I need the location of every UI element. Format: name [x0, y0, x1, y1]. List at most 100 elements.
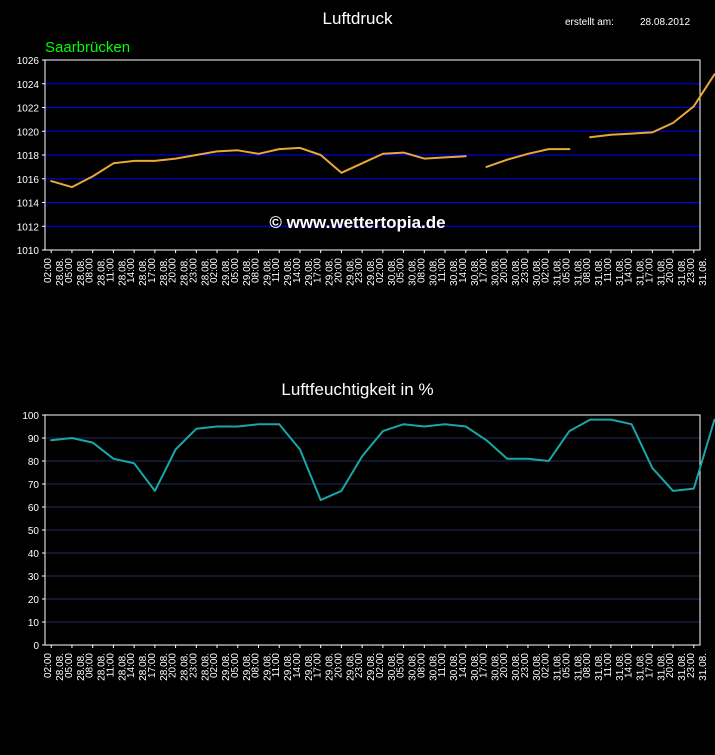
- x-tick-label: 02:0030.08.: [375, 653, 398, 681]
- x-tick-label: 08:0029.08.: [250, 258, 273, 286]
- x-tick-label: 02:0031.08.: [541, 653, 564, 681]
- svg-text:20:00: 20:00: [665, 258, 676, 283]
- svg-text:17:00: 17:00: [479, 653, 490, 678]
- x-tick-label: 23:0030.08.: [520, 653, 543, 681]
- svg-text:23:00: 23:00: [354, 653, 365, 678]
- x-tick-label: 23:0028.08.: [188, 258, 211, 286]
- svg-text:08:00: 08:00: [582, 653, 593, 678]
- svg-text:20:00: 20:00: [333, 258, 344, 283]
- svg-text:20:00: 20:00: [333, 653, 344, 678]
- x-tick-label: 20:0030.08.: [499, 653, 522, 681]
- y-tick-label: 1014: [17, 199, 40, 210]
- x-tick-label: 14:0029.08.: [292, 258, 315, 286]
- svg-text:02:00: 02:00: [541, 653, 552, 678]
- x-tick-label: 11:0028.08.: [105, 653, 128, 681]
- x-tick-label: 05:0028.08.: [64, 653, 87, 681]
- x-tick-label: 20:0031.08.: [665, 258, 688, 286]
- svg-text:02:00: 02:00: [541, 258, 552, 283]
- x-tick-label: 20:0030.08.: [499, 258, 522, 286]
- svg-text:14:00: 14:00: [292, 258, 303, 283]
- svg-text:23:00: 23:00: [686, 653, 697, 678]
- y-tick-label: 1018: [17, 151, 40, 162]
- svg-text:20:00: 20:00: [168, 653, 179, 678]
- svg-text:20:00: 20:00: [665, 653, 676, 678]
- svg-text:02:00: 02:00: [209, 653, 220, 678]
- x-tick-label: 11:0030.08.: [437, 258, 460, 286]
- x-tick-label: 05:0030.08.: [396, 258, 419, 286]
- x-tick-label: 23:0029.08.: [354, 653, 377, 681]
- svg-text:17:00: 17:00: [479, 258, 490, 283]
- y-tick-label: 1010: [17, 246, 40, 257]
- y-tick-label: 40: [28, 549, 40, 560]
- svg-text:05:00: 05:00: [396, 258, 407, 283]
- svg-text:11:00: 11:00: [437, 258, 448, 283]
- y-tick-label: 70: [28, 480, 40, 491]
- x-tick-label: 11:0029.08.: [271, 258, 294, 286]
- x-tick-label: 20:0029.08.: [333, 258, 356, 286]
- svg-text:23:00: 23:00: [520, 653, 531, 678]
- y-tick-label: 80: [28, 457, 40, 468]
- y-tick-label: 1016: [17, 175, 40, 186]
- location-label: Saarbrücken: [45, 39, 130, 56]
- svg-text:11:00: 11:00: [437, 653, 448, 678]
- x-tick-label: 14:0028.08.: [126, 258, 149, 286]
- x-tick-label: 08:0030.08.: [416, 258, 439, 286]
- x-tick-label: 23:0028.08.: [188, 653, 211, 681]
- watermark: © www.wettertopia.de: [269, 213, 445, 232]
- x-tick-label: 02:0028.08.: [43, 653, 66, 681]
- x-tick-label: 08:0028.08.: [85, 258, 108, 286]
- svg-text:11:00: 11:00: [105, 653, 116, 678]
- svg-text:17:00: 17:00: [644, 258, 655, 283]
- x-tick-label: 17:0030.08.: [479, 258, 502, 286]
- svg-text:02:00: 02:00: [375, 653, 386, 678]
- svg-text:17:00: 17:00: [147, 258, 158, 283]
- svg-text:05:00: 05:00: [64, 258, 75, 283]
- svg-text:11:00: 11:00: [271, 258, 282, 283]
- series-pressure: [51, 148, 466, 187]
- svg-text:31.08.: 31.08.: [698, 258, 709, 286]
- svg-text:05:00: 05:00: [64, 653, 75, 678]
- x-tick-label: 02:0030.08.: [375, 258, 398, 286]
- svg-text:08:00: 08:00: [416, 653, 427, 678]
- svg-text:05:00: 05:00: [561, 258, 572, 283]
- x-tick-label: 14:0031.08.: [624, 653, 647, 681]
- x-tick-label: 02:0028.08.: [43, 258, 66, 286]
- y-tick-label: 10: [28, 618, 40, 629]
- svg-text:23:00: 23:00: [188, 258, 199, 283]
- svg-text:08:00: 08:00: [85, 258, 96, 283]
- svg-text:02:00: 02:00: [375, 258, 386, 283]
- x-tick-label: 23:0031.08.: [686, 653, 709, 681]
- x-tick-label: 23:0031.08.: [686, 258, 709, 286]
- x-tick-label: 08:0031.08.: [582, 258, 605, 286]
- y-tick-label: 1024: [17, 80, 40, 91]
- x-tick-label: 02:0031.08.: [541, 258, 564, 286]
- x-tick-label: 11:0030.08.: [437, 653, 460, 681]
- x-tick-label: 20:0029.08.: [333, 653, 356, 681]
- svg-text:08:00: 08:00: [250, 653, 261, 678]
- svg-text:20:00: 20:00: [499, 653, 510, 678]
- x-tick-label: 14:0029.08.: [292, 653, 315, 681]
- svg-text:02:00: 02:00: [209, 258, 220, 283]
- svg-text:11:00: 11:00: [271, 653, 282, 678]
- x-tick-label: 05:0031.08.: [561, 258, 584, 286]
- svg-text:17:00: 17:00: [313, 653, 324, 678]
- x-tick-label: 02:0029.08.: [209, 653, 232, 681]
- svg-text:17:00: 17:00: [644, 653, 655, 678]
- x-tick-label: 17:0031.08.: [644, 258, 667, 286]
- svg-text:05:00: 05:00: [396, 653, 407, 678]
- svg-text:17:00: 17:00: [313, 258, 324, 283]
- x-tick-label: 05:0029.08.: [230, 653, 253, 681]
- svg-text:08:00: 08:00: [250, 258, 261, 283]
- x-tick-label: 14:0028.08.: [126, 653, 149, 681]
- y-tick-label: 100: [22, 411, 39, 422]
- svg-text:08:00: 08:00: [416, 258, 427, 283]
- svg-text:11:00: 11:00: [603, 258, 614, 283]
- svg-text:14:00: 14:00: [292, 653, 303, 678]
- x-tick-label: 17:0028.08.: [147, 258, 170, 286]
- svg-text:05:00: 05:00: [230, 258, 241, 283]
- x-tick-label: 08:0031.08.: [582, 653, 605, 681]
- svg-text:31.08.: 31.08.: [698, 653, 709, 681]
- x-tick-label: 14:0030.08.: [458, 653, 481, 681]
- x-tick-label: 08:0028.08.: [85, 653, 108, 681]
- x-tick-label: 11:0029.08.: [271, 653, 294, 681]
